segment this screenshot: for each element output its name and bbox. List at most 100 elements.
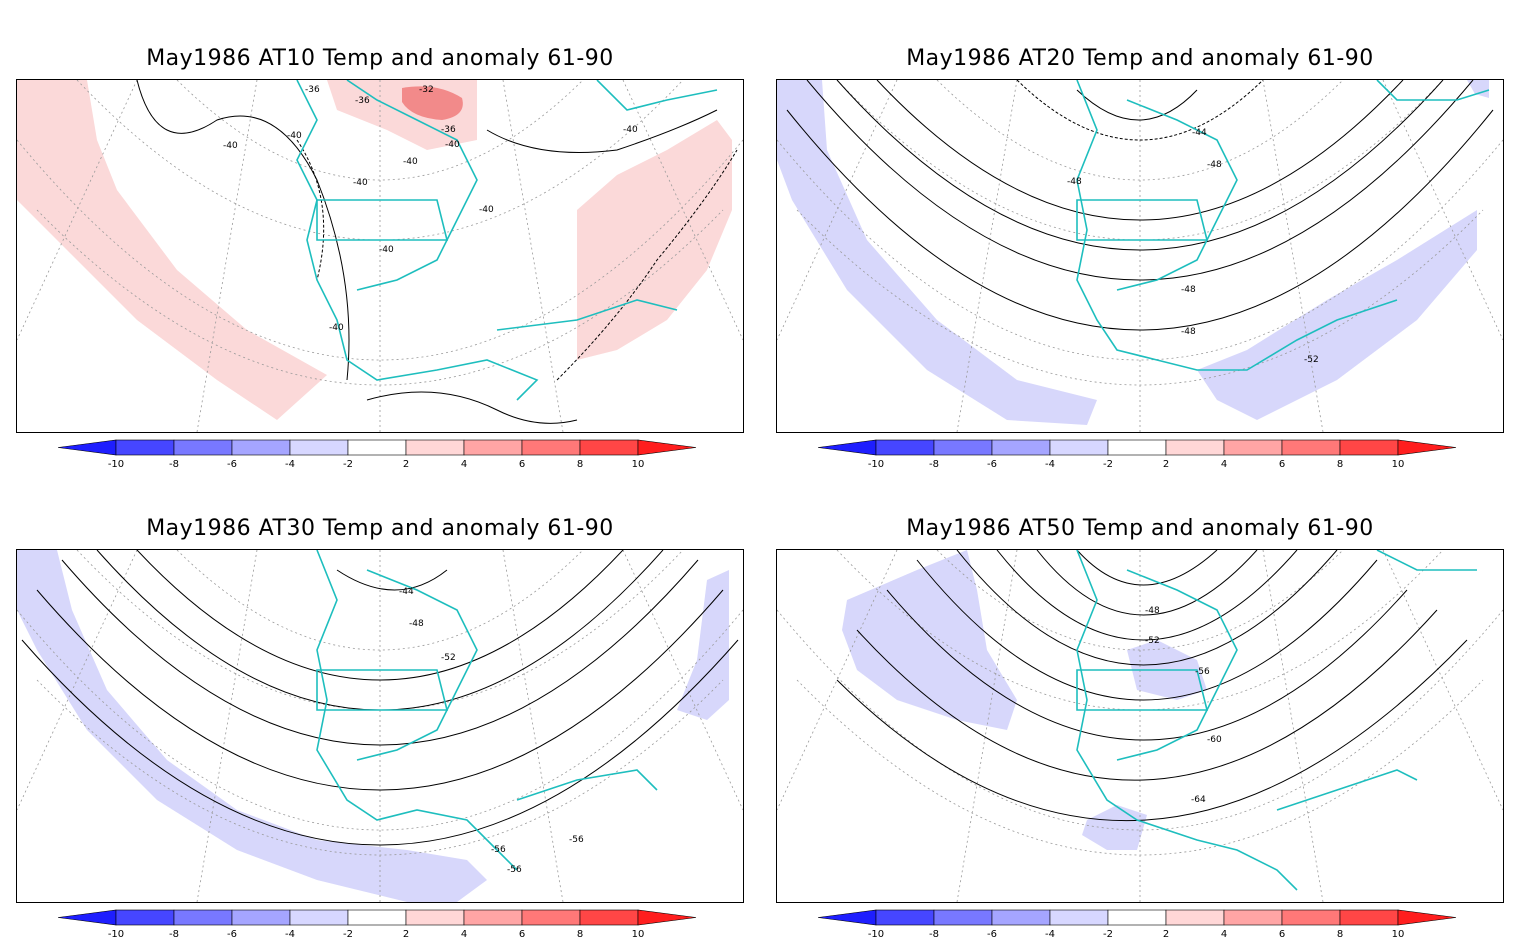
colorbar-tick-label: -4	[1045, 929, 1055, 940]
contour-labels: -48 -52 -56 -60 -64	[1145, 606, 1222, 805]
negative-anomaly-region	[677, 570, 729, 720]
colorbar-tick-label: 4	[461, 459, 467, 470]
colorbar-tick-label: -10	[108, 929, 124, 940]
svg-text:-44: -44	[1192, 128, 1207, 138]
colorbar-tick-label: 6	[1279, 929, 1285, 940]
colorbar-segment	[1049, 909, 1109, 926]
svg-text:-32: -32	[419, 85, 434, 95]
svg-text:-40: -40	[353, 178, 368, 188]
colorbar-tick-label: 8	[577, 459, 583, 470]
svg-text:-52: -52	[1304, 355, 1319, 365]
colorbar-segment	[875, 439, 935, 456]
colorbar-segment	[231, 439, 291, 456]
svg-text:-56: -56	[507, 865, 522, 875]
colorbar-segment	[347, 909, 407, 926]
coastline	[1076, 550, 1477, 891]
colorbar-segment	[1107, 439, 1167, 456]
colorbar-arrow-low	[58, 439, 117, 456]
svg-text:-56: -56	[569, 835, 584, 845]
colorbar-tick-label: 10	[632, 929, 645, 940]
svg-text:-56: -56	[491, 845, 506, 855]
colorbar-segment	[579, 909, 639, 926]
colorbar-at20: -10 -8 -6 -4 -2 2 4 6 8 10	[818, 436, 1478, 476]
negative-anomaly-region	[842, 550, 1017, 730]
colorbar-segment	[521, 909, 581, 926]
colorbar-tick-label: 2	[403, 459, 409, 470]
colorbar-tick-label: -8	[929, 459, 939, 470]
colorbar-tick-label: 2	[1163, 929, 1169, 940]
colorbar-tick-label: 10	[1392, 929, 1405, 940]
colorbar-arrow-high	[1397, 439, 1457, 456]
colorbar-tick-label: -2	[1103, 929, 1113, 940]
colorbar-segment	[875, 909, 935, 926]
colorbar-segment	[231, 909, 291, 926]
colorbar-segment	[991, 909, 1051, 926]
svg-text:-60: -60	[1207, 735, 1222, 745]
colorbar-tick-label: -2	[343, 929, 353, 940]
colorbar-tick-label: -6	[227, 459, 237, 470]
svg-text:-48: -48	[1181, 285, 1196, 295]
svg-text:-36: -36	[305, 85, 320, 95]
colorbar-tick-label: -6	[987, 929, 997, 940]
temperature-contours	[836, 550, 1468, 821]
colorbar-arrow-high	[637, 439, 697, 456]
colorbar-segment	[289, 909, 349, 926]
colorbar-tick-label: -10	[108, 459, 124, 470]
colorbar-segment	[521, 439, 581, 456]
negative-anomaly-region	[1082, 805, 1147, 850]
svg-text:-52: -52	[441, 653, 456, 663]
colorbar-tick-label: -4	[285, 459, 295, 470]
colorbar-tick-label: 8	[577, 929, 583, 940]
colorbar-tick-label: -8	[929, 929, 939, 940]
colorbar-segment	[1281, 909, 1341, 926]
colorbar-tick-label: -6	[987, 459, 997, 470]
colorbar-segment	[463, 439, 523, 456]
colorbar-segment	[1049, 439, 1109, 456]
map-at50: -48 -52 -56 -60 -64	[776, 549, 1504, 903]
colorbar-svg: -10 -8 -6 -4 -2 2 4 6 8 10	[58, 909, 697, 940]
colorbar-segment	[1281, 439, 1341, 456]
coastline	[296, 80, 718, 401]
colorbar-tick-label: 8	[1337, 929, 1343, 940]
colorbar-tick-label: -4	[285, 929, 295, 940]
contour-labels: -44 -48 -52 -56 -56 -56	[399, 587, 584, 875]
colorbar-arrow-high	[637, 909, 697, 926]
colorbar-tick-label: 10	[1392, 459, 1405, 470]
colorbar-segment	[115, 909, 175, 926]
colorbar-segment	[1223, 439, 1283, 456]
colorbar-segment	[1165, 909, 1225, 926]
colorbar-segment	[1339, 909, 1399, 926]
colorbar-tick-label: -2	[343, 459, 353, 470]
negative-anomaly-region	[777, 80, 1097, 425]
colorbar-segment	[405, 909, 465, 926]
colorbar-segment	[173, 439, 233, 456]
positive-anomaly-core	[402, 86, 463, 120]
map-at30: -44 -48 -52 -56 -56 -56	[16, 549, 744, 903]
colorbar-segment	[933, 909, 993, 926]
contour-labels: -36 -36 -32 -36 -40 -40 -40 -40 -40 -40 …	[223, 85, 638, 333]
svg-text:-40: -40	[445, 140, 460, 150]
colorbar-segment	[463, 909, 523, 926]
colorbar-segment	[405, 439, 465, 456]
contour-labels: -44 -48 -48 -48 -48 -52	[1067, 128, 1319, 365]
lat-lon-grid	[777, 80, 1503, 432]
svg-text:-56: -56	[1195, 667, 1210, 677]
colorbar-tick-label: 4	[461, 929, 467, 940]
colorbar-arrow-low	[818, 909, 877, 926]
svg-text:-48: -48	[1207, 160, 1222, 170]
colorbar-tick-label: 6	[1279, 459, 1285, 470]
svg-text:-64: -64	[1191, 795, 1206, 805]
colorbar-tick-label: 4	[1221, 929, 1227, 940]
colorbar-segment	[991, 439, 1051, 456]
colorbar-at50: -10 -8 -6 -4 -2 2 4 6 8 10	[818, 906, 1478, 946]
svg-text:-52: -52	[1145, 636, 1160, 646]
colorbar-segment	[933, 439, 993, 456]
colorbar-segment	[289, 439, 349, 456]
colorbar-tick-label: -8	[169, 929, 179, 940]
svg-text:-40: -40	[287, 131, 302, 141]
panel-title-at10: May1986 AT10 Temp and anomaly 61-90	[146, 46, 614, 71]
colorbar-tick-label: -8	[169, 459, 179, 470]
svg-text:-48: -48	[1145, 606, 1160, 616]
map-at20: -44 -48 -48 -48 -48 -52	[776, 79, 1504, 433]
colorbar-arrow-low	[58, 909, 117, 926]
